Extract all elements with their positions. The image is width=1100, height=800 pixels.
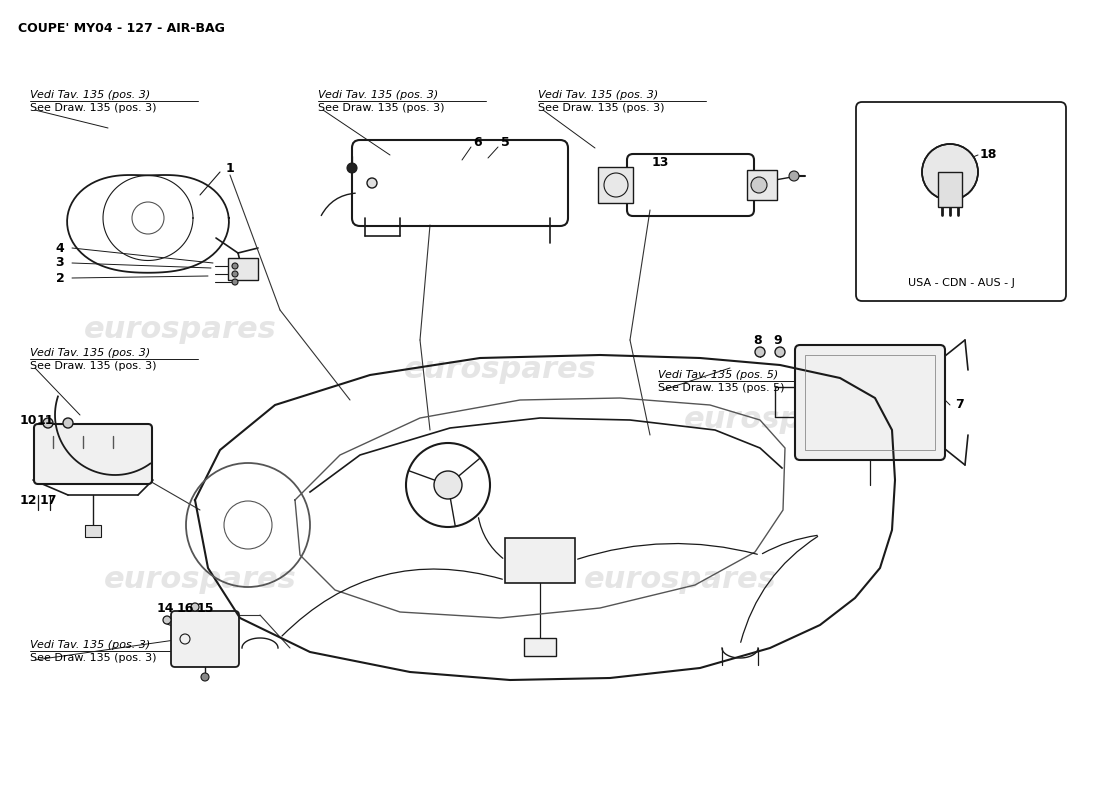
Bar — [805, 355, 935, 450]
Text: Vedi Tav. 135 (pos. 3): Vedi Tav. 135 (pos. 3) — [30, 640, 151, 650]
Text: 12: 12 — [20, 494, 36, 506]
Text: eurospares: eurospares — [404, 355, 596, 385]
Text: 2: 2 — [56, 271, 65, 285]
Text: 11: 11 — [36, 414, 54, 426]
Text: 4: 4 — [56, 242, 65, 254]
FancyBboxPatch shape — [170, 611, 239, 667]
Circle shape — [789, 171, 799, 181]
Bar — [524, 638, 556, 656]
Circle shape — [751, 177, 767, 193]
Text: 13: 13 — [651, 157, 669, 170]
Text: 6: 6 — [474, 137, 482, 150]
Bar — [747, 170, 777, 200]
Text: USA - CDN - AUS - J: USA - CDN - AUS - J — [908, 278, 1014, 288]
Circle shape — [232, 263, 238, 269]
Circle shape — [232, 279, 238, 285]
Text: 7: 7 — [956, 398, 965, 411]
Circle shape — [922, 144, 978, 200]
Circle shape — [232, 271, 238, 277]
Text: 10: 10 — [20, 414, 36, 426]
Text: 9: 9 — [773, 334, 782, 347]
Text: COUPE' MY04 - 127 - AIR-BAG: COUPE' MY04 - 127 - AIR-BAG — [18, 22, 224, 35]
Text: Vedi Tav. 135 (pos. 5): Vedi Tav. 135 (pos. 5) — [658, 370, 779, 380]
Bar — [228, 258, 258, 280]
Text: 1: 1 — [226, 162, 234, 174]
Circle shape — [346, 163, 358, 173]
Text: 8: 8 — [754, 334, 762, 347]
Text: See Draw. 135 (pos. 3): See Draw. 135 (pos. 3) — [318, 103, 444, 113]
Text: 18: 18 — [979, 149, 997, 162]
Text: eurospares: eurospares — [584, 566, 777, 594]
Text: See Draw. 135 (pos. 5): See Draw. 135 (pos. 5) — [658, 383, 784, 393]
Circle shape — [776, 347, 785, 357]
Text: eurospares: eurospares — [84, 315, 276, 345]
Text: 14: 14 — [156, 602, 174, 614]
FancyBboxPatch shape — [795, 345, 945, 460]
Circle shape — [163, 616, 170, 624]
Text: See Draw. 135 (pos. 3): See Draw. 135 (pos. 3) — [538, 103, 664, 113]
Text: Vedi Tav. 135 (pos. 3): Vedi Tav. 135 (pos. 3) — [538, 90, 658, 100]
Text: Vedi Tav. 135 (pos. 3): Vedi Tav. 135 (pos. 3) — [30, 90, 151, 100]
Circle shape — [434, 471, 462, 499]
Circle shape — [191, 603, 199, 611]
Text: See Draw. 135 (pos. 3): See Draw. 135 (pos. 3) — [30, 653, 156, 663]
Text: 5: 5 — [500, 137, 509, 150]
Bar — [85, 525, 101, 537]
Circle shape — [755, 347, 764, 357]
Circle shape — [43, 418, 53, 428]
Text: 15: 15 — [196, 602, 213, 614]
Bar — [598, 167, 632, 203]
Circle shape — [367, 178, 377, 188]
Bar — [938, 172, 962, 207]
Text: See Draw. 135 (pos. 3): See Draw. 135 (pos. 3) — [30, 361, 156, 371]
Circle shape — [201, 673, 209, 681]
Circle shape — [63, 418, 73, 428]
Text: 17: 17 — [40, 494, 57, 506]
Text: 16: 16 — [176, 602, 194, 614]
Text: See Draw. 135 (pos. 3): See Draw. 135 (pos. 3) — [30, 103, 156, 113]
Text: 3: 3 — [56, 257, 64, 270]
Bar — [505, 538, 575, 583]
Text: eurospares: eurospares — [683, 406, 877, 434]
Text: eurospares: eurospares — [103, 566, 296, 594]
Text: Vedi Tav. 135 (pos. 3): Vedi Tav. 135 (pos. 3) — [318, 90, 438, 100]
Text: Vedi Tav. 135 (pos. 3): Vedi Tav. 135 (pos. 3) — [30, 348, 151, 358]
FancyBboxPatch shape — [34, 424, 152, 484]
